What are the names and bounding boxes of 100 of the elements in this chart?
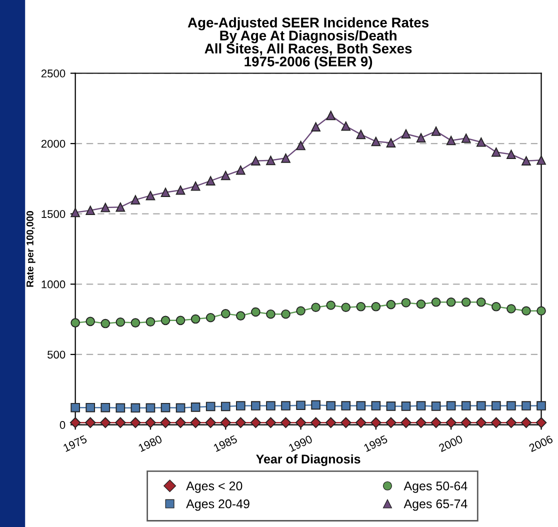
legend-label: Ages 65-74 bbox=[404, 499, 468, 511]
point bbox=[190, 314, 200, 324]
point bbox=[536, 417, 547, 428]
point bbox=[371, 401, 381, 410]
point bbox=[160, 316, 170, 326]
point bbox=[84, 417, 96, 428]
point bbox=[220, 309, 230, 318]
point bbox=[190, 402, 200, 412]
point bbox=[236, 311, 246, 320]
point bbox=[341, 121, 351, 131]
point bbox=[70, 208, 80, 218]
point bbox=[100, 202, 110, 212]
point bbox=[236, 165, 246, 175]
point bbox=[70, 318, 80, 328]
point bbox=[146, 190, 156, 200]
point bbox=[356, 417, 366, 428]
point bbox=[492, 302, 501, 312]
point bbox=[296, 306, 306, 316]
point bbox=[416, 299, 426, 309]
point bbox=[250, 417, 262, 428]
y-tick-label: 500 bbox=[48, 350, 66, 359]
point bbox=[115, 417, 126, 428]
point bbox=[251, 307, 260, 317]
point bbox=[446, 401, 456, 410]
y-tick-label: 1500 bbox=[42, 210, 66, 218]
point bbox=[326, 401, 336, 410]
legend-label: Ages < 20 bbox=[186, 482, 242, 493]
point bbox=[160, 417, 171, 428]
x-tick-label: 2000 bbox=[438, 434, 464, 452]
point bbox=[265, 417, 276, 428]
point bbox=[400, 417, 412, 428]
point bbox=[100, 417, 111, 428]
point bbox=[220, 417, 232, 428]
point bbox=[460, 417, 472, 428]
point bbox=[311, 122, 320, 132]
point bbox=[70, 417, 81, 428]
point bbox=[296, 140, 306, 150]
point bbox=[416, 401, 426, 410]
point bbox=[492, 401, 501, 410]
point bbox=[326, 110, 336, 120]
point bbox=[371, 136, 381, 146]
point bbox=[130, 318, 140, 328]
point bbox=[506, 417, 517, 428]
point bbox=[190, 182, 200, 191]
x-tick-label: 2006 bbox=[528, 434, 554, 452]
x-tick-label: 1990 bbox=[288, 434, 313, 452]
point bbox=[325, 417, 336, 428]
point bbox=[446, 417, 456, 428]
point bbox=[145, 417, 156, 428]
point bbox=[296, 400, 306, 410]
point bbox=[341, 401, 351, 410]
point bbox=[401, 402, 411, 411]
point bbox=[251, 401, 260, 410]
point bbox=[70, 402, 80, 412]
point bbox=[206, 312, 216, 322]
point bbox=[280, 417, 292, 428]
point bbox=[86, 402, 96, 412]
point bbox=[130, 403, 140, 413]
point bbox=[386, 417, 396, 428]
point bbox=[416, 133, 426, 142]
chart-title: Age-Adjusted SEER Incidence Rates By Age At Diagnosis/Death All Sites, All Races, Both Sexes 1975-2006 (SEER 9) bbox=[188, 17, 429, 70]
point bbox=[86, 316, 96, 326]
point bbox=[130, 195, 140, 204]
point bbox=[146, 317, 156, 326]
point bbox=[281, 309, 290, 319]
point bbox=[190, 417, 201, 428]
point bbox=[461, 134, 471, 143]
y-tick-label: 2000 bbox=[41, 140, 66, 148]
point bbox=[401, 298, 411, 308]
point bbox=[356, 401, 366, 410]
point bbox=[386, 402, 396, 411]
point bbox=[506, 401, 516, 410]
x-axis-title: Year of Diagnosis bbox=[256, 454, 360, 466]
point bbox=[490, 417, 502, 428]
point bbox=[371, 302, 381, 312]
point bbox=[431, 126, 441, 136]
point bbox=[340, 417, 352, 428]
point bbox=[492, 147, 501, 157]
point bbox=[401, 129, 411, 139]
point bbox=[461, 401, 471, 410]
point bbox=[206, 176, 216, 186]
point bbox=[310, 417, 322, 428]
point bbox=[356, 130, 366, 140]
point bbox=[295, 417, 306, 428]
point bbox=[536, 401, 546, 410]
x-tick-label: 1985 bbox=[213, 434, 238, 452]
point bbox=[311, 400, 320, 410]
point bbox=[175, 417, 186, 428]
point bbox=[536, 155, 546, 165]
point bbox=[476, 298, 486, 307]
point bbox=[281, 401, 290, 410]
point bbox=[311, 302, 320, 312]
y-tick-label: 0 bbox=[60, 421, 66, 429]
point bbox=[220, 402, 230, 412]
point bbox=[522, 156, 531, 166]
point bbox=[522, 401, 531, 410]
point bbox=[446, 136, 456, 146]
point bbox=[160, 188, 170, 197]
point bbox=[146, 403, 156, 413]
point bbox=[236, 401, 246, 410]
